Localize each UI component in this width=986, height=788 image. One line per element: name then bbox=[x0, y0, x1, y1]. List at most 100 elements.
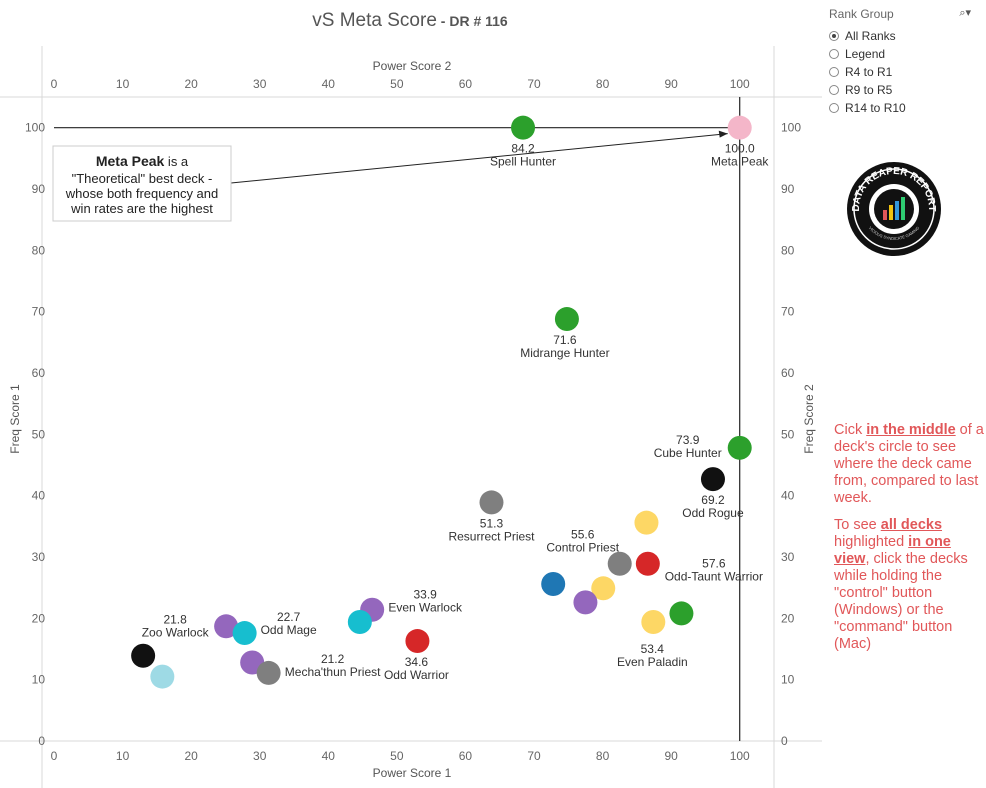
radio-icon[interactable] bbox=[829, 49, 839, 59]
y-tick-label: 30 bbox=[32, 550, 46, 564]
x-tick-label: 30 bbox=[253, 749, 267, 763]
data-reaper-logo: DATA REAPER REPORT VICIOUS SYNDICATE GAM… bbox=[847, 162, 941, 256]
data-label-name: Zoo Warlock bbox=[142, 626, 210, 640]
x-axis-title: Power Score 1 bbox=[373, 766, 452, 780]
y2-tick-label: 70 bbox=[781, 305, 795, 319]
y-tick-label: 60 bbox=[32, 366, 46, 380]
y-tick-label: 20 bbox=[32, 611, 46, 625]
x-tick-label: 10 bbox=[116, 749, 130, 763]
y2-tick-label: 20 bbox=[781, 611, 795, 625]
x-tick-label: 40 bbox=[322, 749, 336, 763]
help-text-part: To see bbox=[834, 517, 881, 533]
data-label-name: Odd Warrior bbox=[384, 668, 449, 682]
data-label-score: 51.3 bbox=[480, 516, 504, 530]
y-tick-label: 40 bbox=[32, 489, 46, 503]
data-label-score: 33.9 bbox=[413, 588, 437, 602]
rank-option-label: R14 to R10 bbox=[845, 101, 906, 115]
y-tick-label: 10 bbox=[32, 673, 46, 687]
x-tick-label: 80 bbox=[596, 749, 610, 763]
callout-arrow-head-icon bbox=[718, 130, 728, 138]
logo-bar-icon bbox=[895, 201, 899, 220]
radio-icon[interactable] bbox=[829, 85, 839, 95]
rank-option-legend[interactable]: Legend bbox=[829, 45, 979, 63]
x-tick-label: 90 bbox=[664, 749, 678, 763]
x2-tick-label: 100 bbox=[730, 77, 750, 91]
x2-tick-label: 0 bbox=[51, 77, 58, 91]
chart-title-main: vS Meta Score bbox=[312, 10, 437, 31]
callout-line-4: win rates are the highest bbox=[70, 201, 213, 216]
scatter-chart: 0010102020303040405050606070708080909010… bbox=[0, 46, 822, 788]
data-label-score: 71.6 bbox=[553, 333, 577, 347]
x-tick-label: 50 bbox=[390, 749, 404, 763]
y2-tick-label: 40 bbox=[781, 489, 795, 503]
help-paragraph-2: To see all decks highlighted in one view… bbox=[834, 517, 984, 653]
rank-group-filter: Rank Group ⌕▾ All Ranks Legend R4 to R1 … bbox=[829, 7, 979, 117]
logo-inner-ring bbox=[853, 168, 935, 250]
data-point bbox=[635, 551, 660, 576]
data-label-name: Even Warlock bbox=[388, 601, 463, 615]
data-point bbox=[641, 610, 666, 635]
data-point bbox=[214, 614, 239, 639]
data-point bbox=[591, 576, 616, 601]
help-text-part: , click the decks while holding the "con… bbox=[834, 551, 968, 652]
help-text: Cick in the middle of a deck's circle to… bbox=[834, 422, 984, 663]
data-point bbox=[256, 660, 281, 685]
data-point bbox=[669, 601, 694, 626]
y2-tick-label: 80 bbox=[781, 243, 795, 257]
data-point bbox=[347, 610, 372, 635]
data-label-score: 57.6 bbox=[702, 557, 726, 571]
y2-tick-label: 90 bbox=[781, 182, 795, 196]
help-emphasis: all decks bbox=[880, 517, 943, 533]
data-label-score: 22.7 bbox=[277, 610, 301, 624]
y-tick-label: 80 bbox=[32, 243, 46, 257]
rank-group-header: Rank Group ⌕▾ bbox=[829, 7, 979, 21]
data-label-name: Mecha'thun Priest bbox=[285, 665, 381, 679]
data-label-name: Cube Hunter bbox=[654, 446, 722, 460]
data-point bbox=[700, 467, 725, 492]
chart-title: vS Meta Score - DR # 116 bbox=[0, 10, 820, 32]
callout-line-2: "Theoretical" best deck - bbox=[72, 171, 213, 186]
rank-option-r9-r5[interactable]: R9 to R5 bbox=[829, 81, 979, 99]
rank-option-r4-r1[interactable]: R4 to R1 bbox=[829, 63, 979, 81]
x2-tick-label: 90 bbox=[664, 77, 678, 91]
x-tick-label: 20 bbox=[184, 749, 198, 763]
rank-option-label: Legend bbox=[845, 47, 886, 61]
rank-option-r14-r10[interactable]: R14 to R10 bbox=[829, 99, 979, 117]
data-label-name: Odd-Taunt Warrior bbox=[665, 570, 763, 584]
logo-center-dark bbox=[874, 189, 914, 229]
rank-option-all-ranks[interactable]: All Ranks bbox=[829, 27, 979, 45]
data-point bbox=[511, 115, 536, 140]
x2-axis-title: Power Score 2 bbox=[373, 59, 452, 73]
callout-bold: Meta Peak bbox=[96, 153, 165, 169]
x2-tick-label: 10 bbox=[116, 77, 130, 91]
search-icon[interactable]: ⌕▾ bbox=[959, 7, 971, 19]
logo-bar-icon bbox=[901, 197, 905, 220]
radio-icon[interactable] bbox=[829, 103, 839, 113]
data-point bbox=[150, 664, 175, 689]
data-label-name: Odd Rogue bbox=[682, 506, 744, 520]
data-label-score: 55.6 bbox=[571, 528, 595, 542]
callout-line1-rest: is a bbox=[164, 154, 189, 169]
callout-line-3: whose both frequency and bbox=[65, 186, 219, 201]
data-point bbox=[727, 115, 752, 140]
chart-title-sub: - DR # 116 bbox=[436, 13, 508, 29]
callout-line-1: Meta Peak is a bbox=[96, 153, 189, 169]
y-axis-title: Freq Score 1 bbox=[8, 384, 22, 454]
x-tick-label: 0 bbox=[51, 749, 58, 763]
radio-selected-icon[interactable] bbox=[829, 31, 839, 41]
data-point bbox=[634, 510, 659, 535]
data-label-score: 84.2 bbox=[511, 142, 535, 156]
y2-tick-label: 30 bbox=[781, 550, 795, 564]
callout-arrow bbox=[230, 133, 728, 184]
y-tick-label: 100 bbox=[25, 121, 45, 135]
x-tick-label: 70 bbox=[527, 749, 541, 763]
data-point bbox=[554, 307, 579, 332]
rank-option-label: R4 to R1 bbox=[845, 65, 893, 79]
help-emphasis: in one view bbox=[834, 534, 951, 567]
data-label-name: Meta Peak bbox=[711, 155, 769, 169]
radio-icon[interactable] bbox=[829, 67, 839, 77]
x2-tick-label: 60 bbox=[459, 77, 473, 91]
x2-tick-label: 80 bbox=[596, 77, 610, 91]
y2-tick-label: 100 bbox=[781, 121, 801, 135]
